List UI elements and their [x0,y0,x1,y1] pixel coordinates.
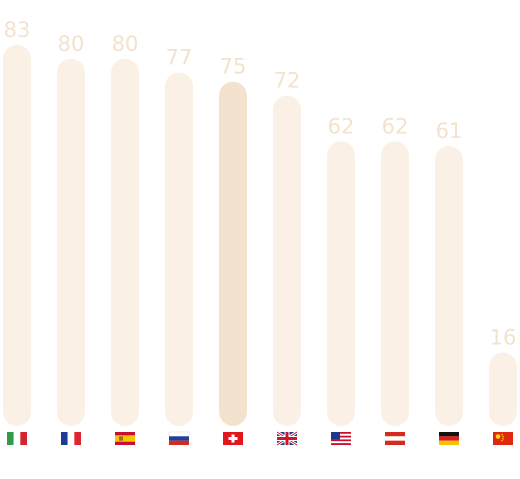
austria-flag-icon [385,432,405,445]
bar-russia [165,72,193,426]
value-label-united-kingdom: 72 [274,68,301,92]
value-label-spain: 80 [112,32,139,56]
flags-group [7,430,513,447]
bars-group [3,45,517,427]
value-label-china: 16 [490,326,517,350]
france-flag-icon [61,432,81,445]
uk-flag-icon [276,430,298,447]
bar-germany [435,145,463,426]
value-label-germany: 61 [436,119,463,143]
bar-austria [381,141,409,426]
bar-switzerland [219,81,247,426]
value-label-russia: 77 [166,46,193,70]
value-label-france: 80 [58,32,85,56]
bar-united-states [327,141,355,426]
bar-italy [3,45,31,426]
china-flag-icon [493,432,513,445]
switzerland-flag-icon [223,432,243,445]
bar-spain [111,58,139,426]
value-label-italy: 83 [4,18,31,42]
value-label-united-states: 62 [328,114,355,138]
germany-flag-icon [439,432,459,445]
value-labels-group: 83 80 80 77 75 72 62 62 61 16 [4,18,517,350]
value-label-austria: 62 [382,114,409,138]
usa-flag-icon [331,432,351,445]
spain-flag-icon [115,432,135,445]
russia-flag-icon [168,431,190,445]
bar-united-kingdom [273,95,301,427]
italy-flag-icon [7,432,27,445]
value-label-switzerland: 75 [220,55,247,79]
bar-china [489,352,517,426]
bar-france [57,58,85,426]
